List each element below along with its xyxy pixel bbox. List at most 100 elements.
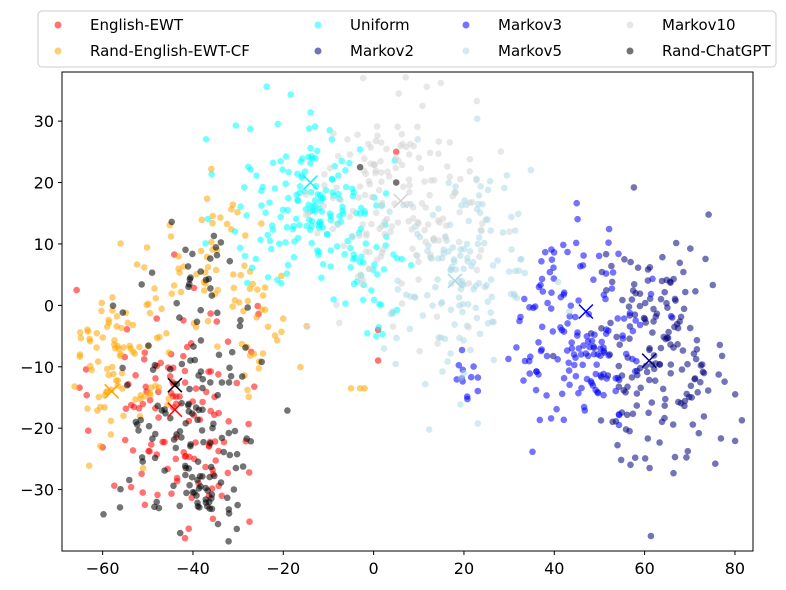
scatter-point (712, 460, 719, 468)
scatter-point (95, 393, 103, 401)
scatter-point (687, 382, 695, 390)
scatter-point (674, 341, 681, 348)
scatter-point (170, 482, 177, 490)
scatter-point (188, 473, 196, 481)
scatter-point (477, 246, 485, 254)
scatter-point (307, 160, 314, 167)
scatter-point (359, 296, 367, 304)
scatter-point (538, 323, 546, 331)
legend-marker (54, 21, 62, 29)
scatter-point (136, 343, 143, 351)
scatter-point (142, 383, 150, 391)
scatter-point (602, 250, 610, 258)
scatter-point (251, 383, 258, 391)
scatter-point (423, 83, 431, 91)
scatter-point (499, 229, 507, 236)
scatter-point (183, 489, 190, 497)
scatter-point (579, 361, 586, 369)
scatter-point (368, 220, 375, 228)
scatter-point (93, 329, 101, 337)
scatter-point (94, 358, 102, 365)
scatter-point (123, 381, 131, 389)
scatter-point (370, 161, 378, 168)
scatter-point (715, 371, 722, 378)
scatter-point (284, 407, 291, 414)
scatter-point (536, 416, 544, 424)
scatter-point (141, 264, 148, 271)
scatter-point (127, 401, 135, 409)
scatter-point (254, 286, 261, 293)
y-tick-label: −20 (20, 419, 54, 438)
scatter-point (208, 238, 215, 246)
scatter-point (571, 361, 578, 369)
scatter-point (661, 402, 668, 410)
scatter-point (208, 491, 216, 498)
scatter-point (590, 276, 597, 284)
scatter-point (652, 313, 660, 320)
scatter-point (605, 327, 612, 335)
scatter-point (422, 204, 430, 211)
scatter-point (566, 381, 573, 389)
scatter-point (253, 172, 260, 179)
scatter-point (264, 231, 272, 239)
scatter-point (625, 303, 633, 311)
scatter-point (513, 344, 520, 351)
scatter-point (231, 228, 239, 235)
scatter-point (212, 457, 219, 464)
scatter-point (554, 356, 561, 363)
scatter-point (207, 463, 215, 471)
scatter-point (427, 251, 434, 259)
scatter-point (633, 390, 641, 397)
centroid-markers-layer (104, 175, 657, 418)
scatter-point (424, 292, 431, 299)
scatter-point (373, 332, 380, 340)
scatter-point (558, 390, 566, 398)
scatter-point (516, 317, 523, 325)
scatter-point (204, 215, 212, 223)
scatter-point (564, 320, 571, 327)
scatter-point (642, 362, 650, 370)
scatter-point (155, 504, 163, 512)
scatter-point (398, 280, 406, 287)
scatter-point (199, 375, 207, 383)
scatter-point (488, 293, 496, 301)
scatter-point (445, 179, 453, 187)
scatter-point (447, 350, 454, 357)
scatter-point (145, 300, 152, 308)
scatter-point (138, 281, 145, 288)
scatter-point (608, 262, 615, 270)
scatter-point (681, 397, 689, 405)
scatter-point (176, 314, 183, 321)
scatter-point (277, 213, 285, 221)
scatter-point (297, 158, 305, 165)
scatter-point (718, 352, 726, 360)
scatter-point (583, 333, 591, 340)
scatter-point (225, 510, 233, 517)
scatter-point (434, 276, 441, 283)
y-tick-label: 0 (44, 296, 54, 315)
scatter-point (368, 193, 376, 201)
scatter-point (573, 199, 580, 207)
y-tick-label: −10 (20, 358, 54, 377)
scatter-point (438, 298, 446, 306)
scatter-point (645, 409, 652, 417)
scatter-point (305, 125, 313, 132)
scatter-point (139, 458, 146, 465)
scatter-point (167, 365, 174, 373)
scatter-point (381, 218, 388, 225)
scatter-point (200, 287, 208, 294)
scatter-point (175, 253, 182, 260)
scatter-point (651, 377, 659, 385)
scatter-point (560, 374, 568, 382)
scatter-point (382, 190, 390, 197)
scatter-point (225, 429, 233, 437)
legend-marker (626, 47, 634, 55)
scatter-point (443, 163, 451, 170)
centroid-marker-uniform (302, 175, 318, 191)
scatter-point (146, 309, 154, 317)
scatter-point (357, 204, 365, 212)
scatter-point (619, 335, 627, 342)
scatter-point (636, 290, 644, 298)
series-rand-chatgpt (100, 163, 400, 545)
scatter-point (129, 447, 137, 454)
